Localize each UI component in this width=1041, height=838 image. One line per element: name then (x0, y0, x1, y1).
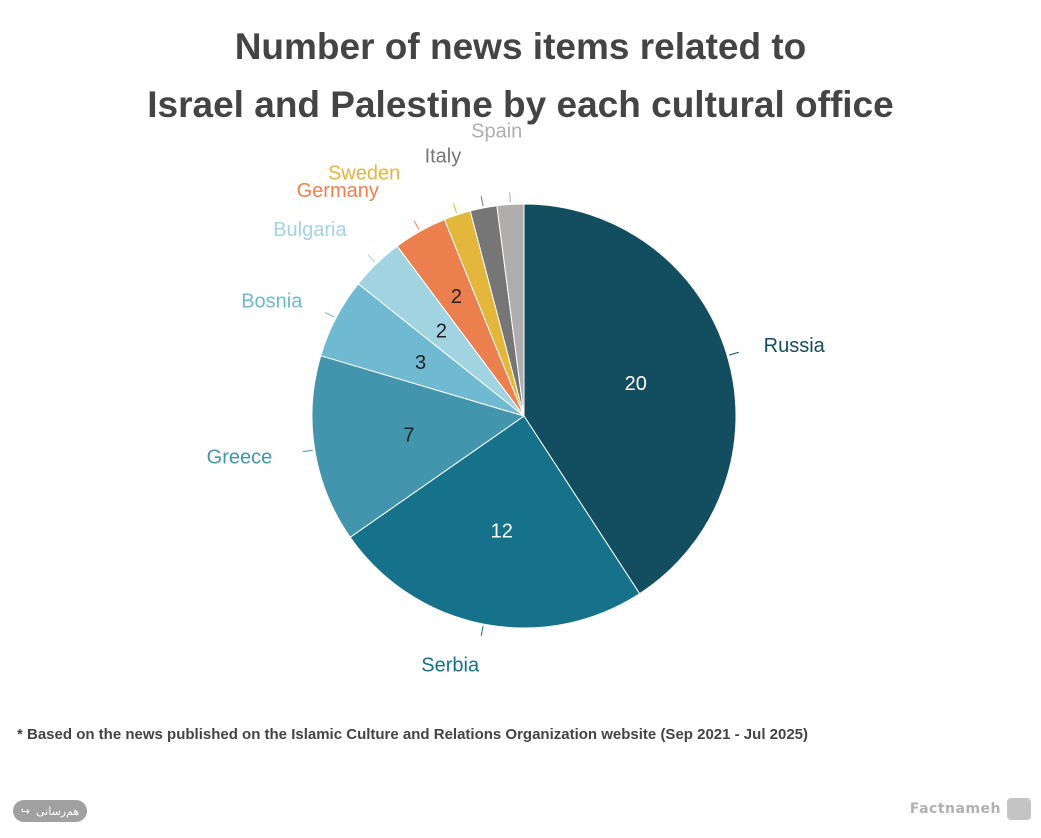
value-label-greece: 7 (403, 425, 414, 447)
slice-label-serbia: Serbia (421, 655, 480, 677)
share-label: هم‌رسانی (35, 804, 80, 818)
connector-greece (302, 449, 313, 453)
pie-slice-spain[interactable] (496, 203, 525, 417)
connector-germany (413, 220, 420, 230)
connector-bosnia (325, 311, 335, 318)
slice-label-bosnia: Bosnia (241, 290, 303, 312)
brand-name: Factnameh (909, 801, 1001, 817)
brand-logo-icon (1007, 798, 1031, 820)
connector-bulgaria (367, 254, 376, 263)
pie-slice-serbia[interactable] (349, 415, 641, 629)
value-label-bulgaria: 2 (436, 321, 447, 343)
connector-russia (729, 351, 739, 356)
value-label-russia: 20 (625, 373, 647, 395)
slice-label-greece: Greece (207, 447, 273, 469)
slice-label-spain: Spain (471, 121, 522, 143)
chart-title: Number of news items related to Israel a… (0, 18, 1041, 134)
pie-slice-russia[interactable] (523, 203, 737, 595)
slice-label-italy: Italy (425, 146, 462, 168)
footnote: * Based on the news published on the Isl… (17, 726, 809, 743)
slice-label-sweden: Sweden (328, 163, 400, 185)
chart-title-line-1: Number of news items related to (234, 26, 807, 67)
connector-spain (509, 192, 511, 203)
pie-chart: Russia 20 Serbia 12 Greece 7 Bosnia 3 Bulgaria 2 G… (207, 121, 826, 677)
slice-label-bulgaria: Bulgaria (273, 219, 347, 241)
share-icon: ↪ (20, 804, 30, 818)
connector-sweden (452, 203, 458, 214)
brand: Factnameh (910, 798, 1031, 820)
slice-label-germany: Germany (297, 180, 379, 202)
value-label-serbia: 12 (491, 520, 513, 542)
chart-title-line-2: Israel and Palestine by each cultural of… (147, 84, 894, 125)
connector-serbia (480, 625, 484, 636)
share-button[interactable]: ↪ هم‌رسانی (13, 800, 87, 822)
pie-slice-greece[interactable] (311, 355, 526, 538)
slice-label-russia: Russia (764, 335, 826, 357)
value-label-bosnia: 3 (415, 352, 426, 374)
value-label-germany: 2 (451, 286, 462, 308)
connector-italy (480, 196, 484, 207)
